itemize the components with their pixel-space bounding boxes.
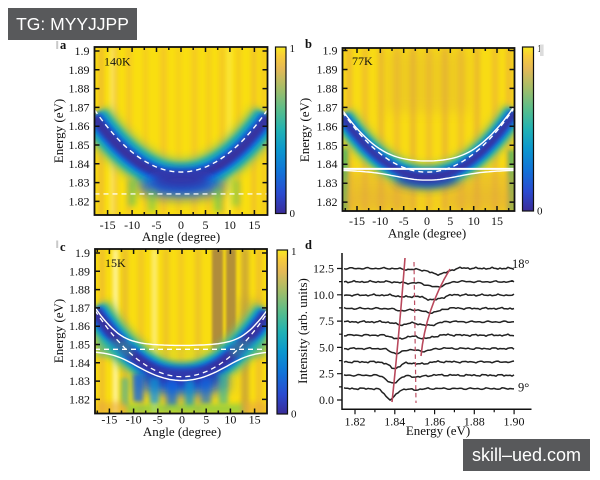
svg-text:-5: -5 xyxy=(153,413,163,427)
svg-text:1.88: 1.88 xyxy=(317,81,338,95)
svg-text:1.86: 1.86 xyxy=(69,319,90,333)
svg-text:9°: 9° xyxy=(518,381,529,395)
svg-text:-15: -15 xyxy=(100,218,116,232)
svg-text:-5: -5 xyxy=(152,218,162,232)
svg-text:0: 0 xyxy=(178,218,184,232)
svg-text:1.82: 1.82 xyxy=(317,195,338,209)
svg-text:1.84: 1.84 xyxy=(384,414,405,428)
svg-text:1.86: 1.86 xyxy=(69,119,90,133)
svg-text:1.83: 1.83 xyxy=(69,176,90,190)
svg-text:7.5: 7.5 xyxy=(319,314,334,328)
svg-text:1.89: 1.89 xyxy=(69,264,90,278)
svg-text:0: 0 xyxy=(537,206,543,218)
svg-text:1.84: 1.84 xyxy=(69,157,90,171)
svg-text:-15: -15 xyxy=(101,413,117,427)
svg-text:5: 5 xyxy=(447,214,453,228)
svg-text:15: 15 xyxy=(249,413,261,427)
svg-text:Intensity (arb. units): Intensity (arb. units) xyxy=(295,278,310,384)
svg-text:0: 0 xyxy=(290,208,296,220)
svg-text:15: 15 xyxy=(248,218,260,232)
svg-text:5: 5 xyxy=(203,413,209,427)
svg-text:1.90: 1.90 xyxy=(504,414,525,428)
svg-text:0.0: 0.0 xyxy=(319,393,334,407)
svg-text:77K: 77K xyxy=(352,54,373,68)
svg-text:Energy (eV): Energy (eV) xyxy=(406,423,470,438)
svg-text:10: 10 xyxy=(468,214,480,228)
svg-text:b: b xyxy=(305,37,312,51)
svg-text:Angle (degree): Angle (degree) xyxy=(388,226,466,241)
svg-text:15: 15 xyxy=(491,214,503,228)
svg-text:2.5: 2.5 xyxy=(319,367,334,381)
svg-text:Energy (eV): Energy (eV) xyxy=(51,299,66,363)
svg-text:1.83: 1.83 xyxy=(317,176,338,190)
svg-text:1.82: 1.82 xyxy=(69,392,90,406)
svg-text:1.84: 1.84 xyxy=(317,157,338,171)
svg-text:1.87: 1.87 xyxy=(69,301,90,315)
svg-text:1.85: 1.85 xyxy=(69,138,90,152)
svg-text:1.82: 1.82 xyxy=(69,194,90,208)
svg-text:1.9: 1.9 xyxy=(323,44,338,58)
svg-text:c: c xyxy=(60,240,66,254)
svg-text:Energy (eV): Energy (eV) xyxy=(51,99,66,163)
svg-text:1.87: 1.87 xyxy=(317,100,338,114)
svg-text:Angle (degree): Angle (degree) xyxy=(142,229,220,244)
svg-text:10.0: 10.0 xyxy=(313,288,334,302)
svg-text:1.89: 1.89 xyxy=(317,63,338,77)
svg-text:Energy (eV): Energy (eV) xyxy=(297,98,312,162)
svg-text:1: 1 xyxy=(290,43,296,55)
svg-text:a: a xyxy=(60,38,67,52)
svg-text:1: 1 xyxy=(537,43,543,55)
svg-text:1.85: 1.85 xyxy=(69,338,90,352)
svg-text:-10: -10 xyxy=(126,413,142,427)
svg-text:1.88: 1.88 xyxy=(464,414,485,428)
svg-text:1.88: 1.88 xyxy=(69,283,90,297)
svg-text:Angle (degree): Angle (degree) xyxy=(143,424,221,439)
svg-text:1.86: 1.86 xyxy=(317,119,338,133)
svg-text:-5: -5 xyxy=(399,214,409,228)
svg-text:0: 0 xyxy=(424,214,430,228)
svg-text:15K: 15K xyxy=(105,256,126,270)
svg-text:1.83: 1.83 xyxy=(69,374,90,388)
svg-text:10: 10 xyxy=(224,218,236,232)
svg-text:d: d xyxy=(305,238,312,252)
svg-text:1.9: 1.9 xyxy=(75,246,90,260)
svg-text:1.86: 1.86 xyxy=(424,414,445,428)
svg-text:1.84: 1.84 xyxy=(69,356,90,370)
svg-text:1.82: 1.82 xyxy=(345,414,366,428)
svg-text:140K: 140K xyxy=(104,55,131,69)
svg-text:1.88: 1.88 xyxy=(69,82,90,96)
svg-text:0: 0 xyxy=(291,409,297,421)
svg-text:18°: 18° xyxy=(512,257,530,271)
svg-text:12.5: 12.5 xyxy=(313,262,334,276)
svg-text:1.85: 1.85 xyxy=(317,138,338,152)
svg-text:1.87: 1.87 xyxy=(69,100,90,114)
svg-text:0: 0 xyxy=(179,413,185,427)
svg-text:1.9: 1.9 xyxy=(75,44,90,58)
svg-text:1: 1 xyxy=(291,246,297,258)
svg-text:-15: -15 xyxy=(349,214,365,228)
svg-text:-10: -10 xyxy=(124,218,140,232)
svg-text:-10: -10 xyxy=(372,214,388,228)
svg-text:5.0: 5.0 xyxy=(319,340,334,354)
svg-text:5: 5 xyxy=(203,218,209,232)
svg-text:10: 10 xyxy=(224,413,236,427)
svg-text:1.89: 1.89 xyxy=(69,63,90,77)
